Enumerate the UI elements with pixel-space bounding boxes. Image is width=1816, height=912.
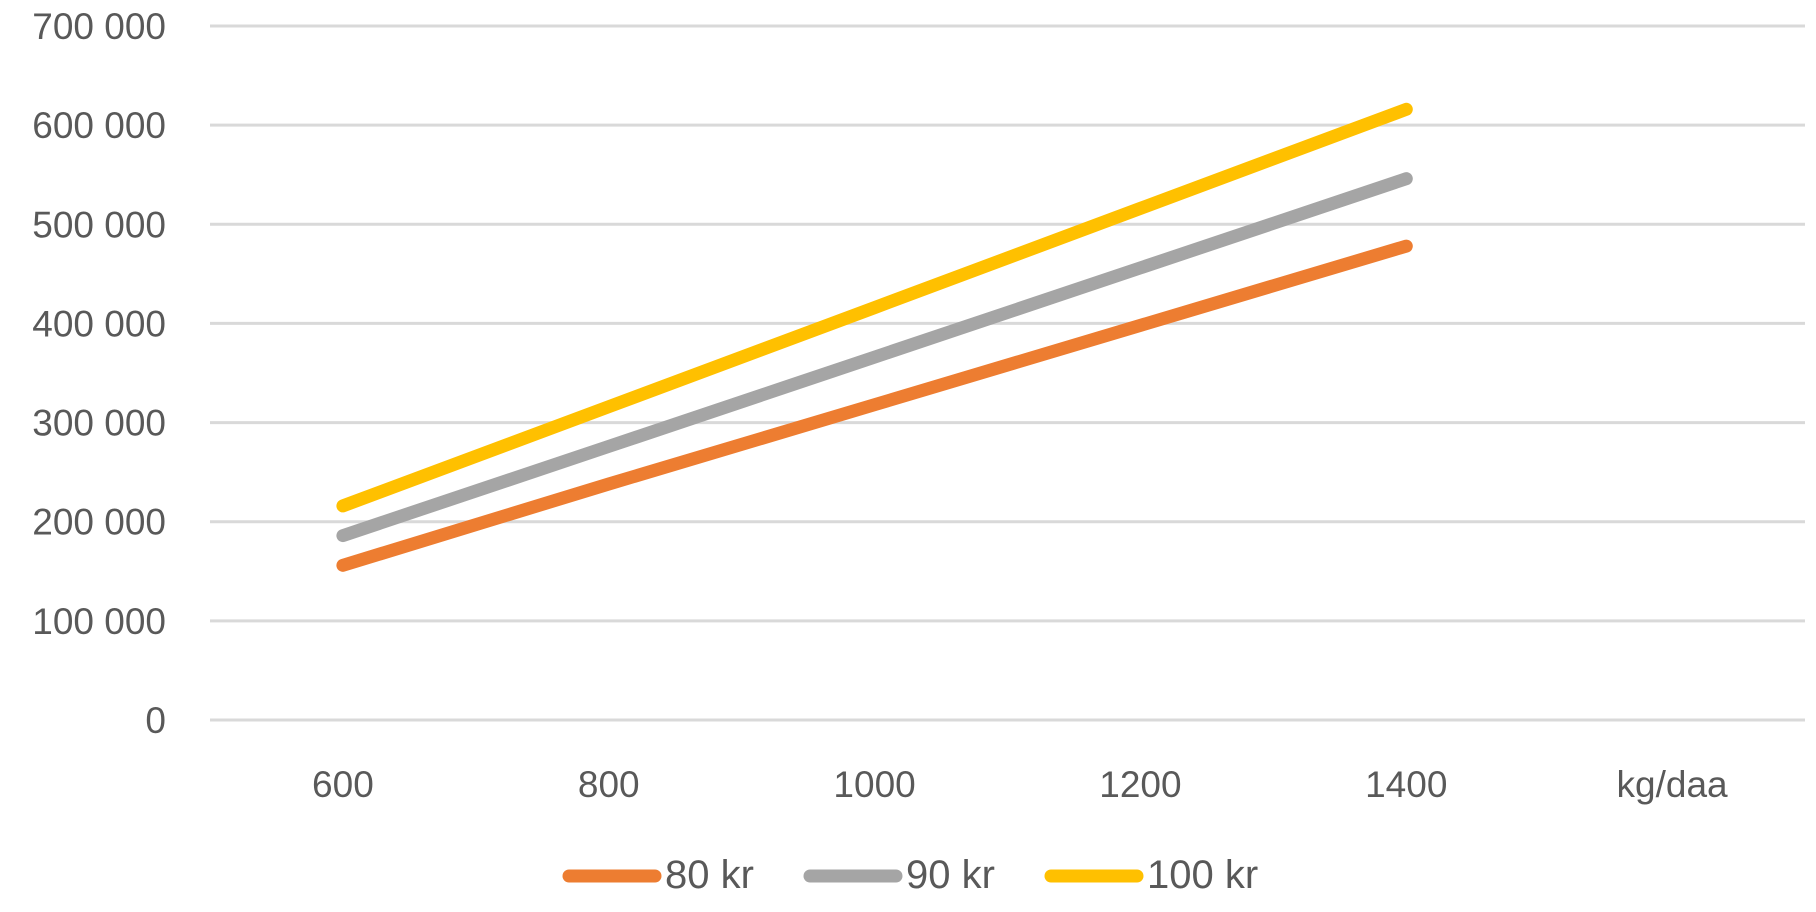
series-line-80-kr — [336, 239, 1413, 572]
y-tick-label: 500 000 — [32, 204, 166, 245]
series-line-100-kr — [336, 102, 1413, 513]
legend: 80 kr 90 kr 100 kr — [562, 853, 1258, 897]
gridlines — [210, 24, 1805, 722]
x-axis-tick-labels: 600 800 1000 1200 1400 kg/daa — [312, 764, 1728, 805]
y-axis-tick-labels: 0 100 000 200 000 300 000 400 000 500 000 600 … — [32, 6, 166, 741]
y-tick-label: 600 000 — [32, 105, 166, 146]
x-tick-label: kg/daa — [1617, 764, 1729, 805]
legend-label: 100 kr — [1147, 853, 1258, 897]
y-tick-label: 200 000 — [32, 502, 166, 543]
legend-item-90-kr: 90 kr — [803, 853, 995, 897]
y-tick-label: 300 000 — [32, 403, 166, 444]
x-tick-label: 800 — [578, 764, 640, 805]
x-tick-label: 600 — [312, 764, 374, 805]
legend-item-100-kr: 100 kr — [1044, 853, 1258, 897]
y-tick-label: 100 000 — [32, 601, 166, 642]
series-lines — [336, 102, 1413, 572]
legend-item-80-kr: 80 kr — [562, 853, 754, 897]
legend-label: 80 kr — [665, 853, 754, 897]
legend-label: 90 kr — [906, 853, 995, 897]
y-tick-label: 0 — [145, 700, 166, 741]
series-line-90-kr — [336, 172, 1413, 543]
y-tick-label: 400 000 — [32, 303, 166, 344]
y-tick-label: 700 000 — [32, 6, 166, 47]
x-tick-label: 1000 — [833, 764, 915, 805]
x-tick-label: 1400 — [1365, 764, 1447, 805]
x-tick-label: 1200 — [1099, 764, 1181, 805]
